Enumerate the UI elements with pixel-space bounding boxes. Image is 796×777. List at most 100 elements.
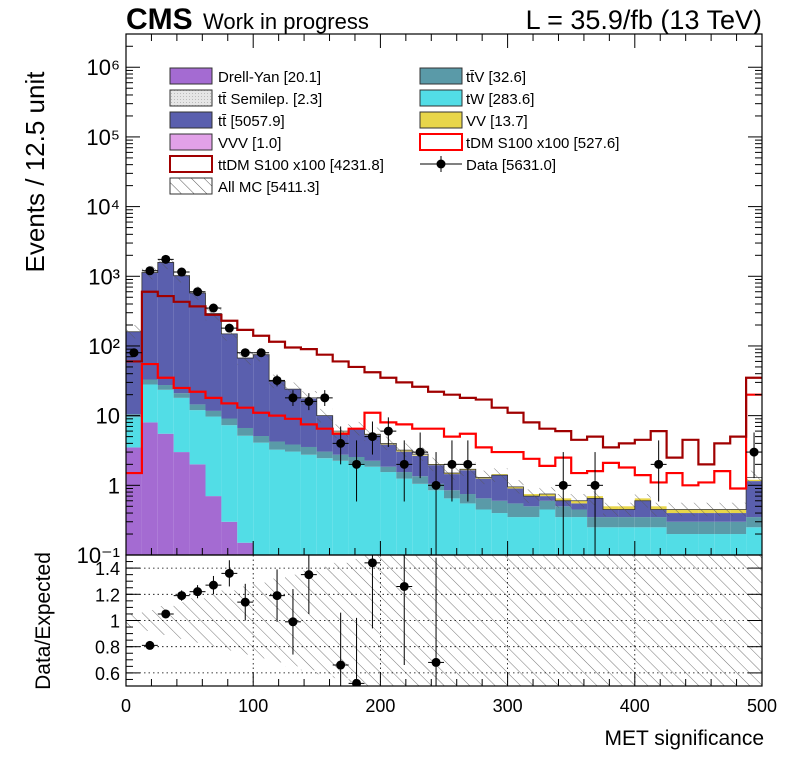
ratio-point xyxy=(432,658,441,667)
legend-label: Data [5631.0] xyxy=(466,157,556,174)
y-tick-label: 10⁵ xyxy=(86,125,120,150)
stack-bin-tw xyxy=(237,436,253,543)
stack-bin-ttv xyxy=(619,517,635,527)
ratio-y-tick-label: 0.8 xyxy=(95,638,120,658)
mc-uncertainty-band xyxy=(683,503,699,517)
y-tick-label: 10 xyxy=(96,404,120,429)
stack-bin-tt xyxy=(206,314,222,411)
stack-bin-drell-yan xyxy=(142,422,158,557)
data-point xyxy=(177,268,186,277)
mc-uncertainty-band xyxy=(619,503,635,517)
stack-bin-tw xyxy=(333,461,349,576)
stack-bin-ttv xyxy=(317,452,333,459)
data-point xyxy=(463,460,472,469)
stack-bin-ttv xyxy=(635,517,651,527)
ratio-uncertainty-band xyxy=(539,555,555,686)
stack-bin-ttv xyxy=(524,506,540,517)
lumi-label: L = 35.9/fb (13 TeV) xyxy=(526,5,762,35)
y-tick-label: 10³ xyxy=(88,264,120,289)
legend-label: tt̄ Semilep. [2.3] xyxy=(218,91,322,108)
stack-bin-tw xyxy=(253,443,269,555)
stack-bin-ttv xyxy=(683,522,699,534)
data-point xyxy=(654,460,663,469)
data-point xyxy=(209,304,218,313)
data-point xyxy=(225,324,234,333)
y-tick-label: 10⁶ xyxy=(86,55,120,80)
data-point xyxy=(257,348,266,357)
mc-uncertainty-band xyxy=(698,503,714,517)
stack-bin-ttv xyxy=(476,498,492,509)
ratio-point xyxy=(177,591,186,600)
mc-uncertainty-band xyxy=(667,503,683,517)
data-point xyxy=(241,348,250,357)
ratio-uncertainty-band xyxy=(571,555,587,686)
stack-bin-tw xyxy=(285,452,301,576)
stack-bin-drell-yan xyxy=(174,452,190,557)
legend-swatch-tw xyxy=(420,90,462,106)
ratio-point xyxy=(161,609,170,618)
mc-uncertainty-band xyxy=(730,503,746,517)
ratio-point xyxy=(368,558,377,567)
stack-bin-ttv xyxy=(190,404,206,410)
stack-bin-tw xyxy=(158,390,174,434)
ratio-point xyxy=(209,581,218,590)
legend-label: tt̄ [5057.9] xyxy=(218,113,285,130)
stack-bin-ttv xyxy=(365,461,381,467)
stack-bin-ttv xyxy=(221,418,237,425)
y-tick-label: 10² xyxy=(88,334,120,359)
stack-bin-ttv xyxy=(714,522,730,534)
stack-bin-drell-yan xyxy=(221,522,237,557)
experiment-label: CMS xyxy=(126,3,193,36)
stack-bin-tw xyxy=(142,384,158,422)
stack-bin-ttv xyxy=(651,517,667,527)
mc-uncertainty-band xyxy=(317,409,333,423)
ratio-point xyxy=(225,569,234,578)
ratio-point xyxy=(400,582,409,591)
data-point xyxy=(304,397,313,406)
stack-bin-ttv xyxy=(730,522,746,534)
ratio-point xyxy=(241,598,250,607)
ratio-y-tick-label: 1.4 xyxy=(95,559,120,579)
stack-bin-tw xyxy=(221,425,237,522)
mc-uncertainty-band xyxy=(126,325,142,339)
ratio-y-tick-label: 1.2 xyxy=(95,585,120,605)
mc-uncertainty-band xyxy=(603,503,619,517)
stack-bin-tw xyxy=(269,450,285,576)
stack-bin-tt xyxy=(174,276,190,394)
legend-swatch-vvv xyxy=(170,134,212,150)
stack-bin-tw xyxy=(206,417,222,497)
data-point xyxy=(591,481,600,490)
data-point xyxy=(559,481,568,490)
legend-swatch-drell_yan xyxy=(170,68,212,84)
stack-bin-drell-yan xyxy=(190,464,206,557)
mc-uncertainty-band xyxy=(651,503,667,517)
stack-bin-tw xyxy=(190,410,206,464)
mc-uncertainty-band xyxy=(571,494,587,508)
stack-bin-tt xyxy=(746,481,762,517)
ratio-point xyxy=(304,570,313,579)
legend-label: tDM S100 x100 [527.6] xyxy=(466,135,619,152)
stack-bin-ttv xyxy=(492,501,508,513)
stack-bin-ttv xyxy=(301,447,317,455)
mc-uncertainty-band xyxy=(524,489,540,503)
stack-bin-ttv xyxy=(158,385,174,390)
data-point xyxy=(384,427,393,436)
legend: Drell-Yan [20.1]tt̄V [32.6]tt̄ Semilep. … xyxy=(170,68,619,196)
stack-bin-tt xyxy=(221,334,237,419)
data-point xyxy=(161,255,170,264)
ratio-point xyxy=(193,587,202,596)
main-y-axis-label: Events / 12.5 unit xyxy=(20,71,50,273)
ratio-y-axis-label: Data/Expected xyxy=(32,552,55,690)
mc-uncertainty-band xyxy=(714,503,730,517)
stack-bin-tt xyxy=(126,332,142,415)
data-point xyxy=(273,376,282,385)
stack-bin-ttv xyxy=(698,522,714,534)
ratio-x-tick-label: 0 xyxy=(121,696,131,716)
ratio-x-tick-label: 200 xyxy=(365,696,395,716)
status-label: Work in progress xyxy=(203,9,369,34)
y-tick-label: 1 xyxy=(108,473,120,498)
mc-uncertainty-band xyxy=(508,480,524,494)
data-point xyxy=(336,439,345,448)
stack-bin-ttv xyxy=(142,380,158,385)
data-point xyxy=(352,460,361,469)
